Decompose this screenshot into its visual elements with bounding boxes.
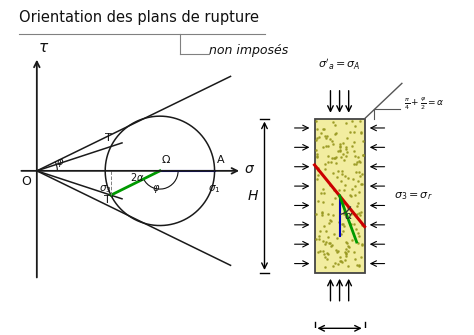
Text: $\sigma_3 = \sigma_r$: $\sigma_3 = \sigma_r$ [394,190,433,202]
Text: A: A [217,155,225,165]
Text: $\frac{\pi}{4}+\frac{\varphi}{2}=\alpha$: $\frac{\pi}{4}+\frac{\varphi}{2}=\alpha$ [404,95,445,112]
Text: T: T [105,133,112,143]
Text: $\tau$: $\tau$ [38,40,49,55]
Text: $\sigma$: $\sigma$ [244,161,255,176]
Text: $\alpha$: $\alpha$ [344,211,353,221]
Bar [315,119,365,273]
Text: H: H [248,189,258,203]
Text: $\sigma_3$: $\sigma_3$ [99,183,111,195]
Text: $\sigma'_a = \sigma_A$: $\sigma'_a = \sigma_A$ [318,58,361,72]
Text: $\varphi$: $\varphi$ [56,157,64,169]
Text: $2\alpha$: $2\alpha$ [130,171,145,183]
Text: Orientation des plans de rupture: Orientation des plans de rupture [19,10,259,25]
Text: $\Omega$: $\Omega$ [161,153,171,165]
Text: T': T' [104,195,114,205]
Text: O: O [21,176,31,188]
Text: $\sigma_1$: $\sigma_1$ [208,183,221,195]
Text: non imposés: non imposés [209,44,288,57]
Text: $\varphi$: $\varphi$ [152,183,160,195]
